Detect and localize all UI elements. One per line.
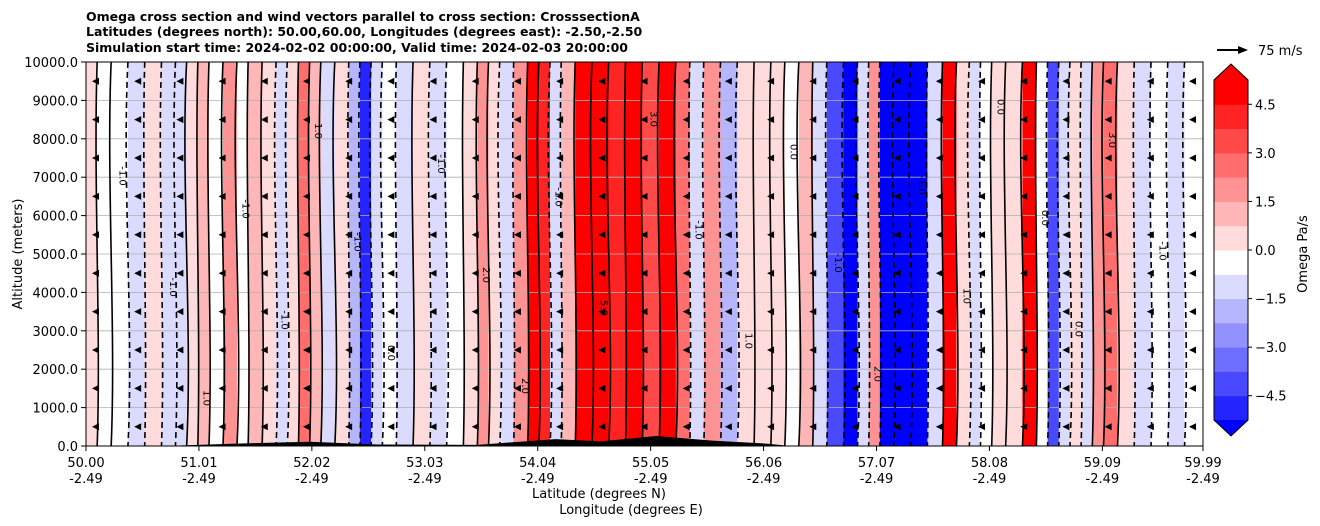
y-tick-label: 4000.0 bbox=[33, 286, 79, 301]
x-tick-label-lon: -2.49 bbox=[634, 472, 668, 487]
x-tick-label-lon: -2.49 bbox=[1086, 472, 1120, 487]
colorbar-tick-label: −1.5 bbox=[1255, 293, 1287, 308]
contour-label: 0.0 bbox=[994, 99, 1005, 115]
colorbar-segment bbox=[1214, 347, 1248, 372]
colorbar-segment bbox=[1214, 104, 1248, 129]
contour-label: -1.0 bbox=[240, 199, 251, 219]
contour-label: -1.0 bbox=[832, 253, 843, 273]
y-tick-label: 5000.0 bbox=[33, 248, 79, 263]
quiver-key: 75 m/s bbox=[1217, 44, 1303, 59]
x-tick-label-lon: -2.49 bbox=[521, 472, 555, 487]
colorbar-segment bbox=[1214, 226, 1248, 251]
contour-label: -1.0 bbox=[351, 232, 362, 252]
x-tick-label-lon: -2.49 bbox=[860, 472, 894, 487]
colorbar-segment bbox=[1214, 201, 1248, 226]
contour-label: 1.0 bbox=[961, 288, 972, 304]
colorbar-segment bbox=[1214, 80, 1248, 105]
contour-label: -1.0 bbox=[916, 175, 927, 195]
colorbar-segment bbox=[1214, 250, 1248, 275]
y-axis: 0.0 1000.0 2000.0 3000.0 4000.0 5000.0 6000.0 7… bbox=[24, 56, 86, 455]
y-axis-label: Altitude (meters) bbox=[11, 199, 26, 310]
x-tick-label-lon: -2.49 bbox=[408, 472, 442, 487]
x-tick-label-lon: -2.49 bbox=[747, 472, 781, 487]
x-tick-label-lat: 59.09 bbox=[1084, 456, 1121, 471]
x-tick-label-lat: 54.04 bbox=[519, 456, 556, 471]
y-tick-label: 7000.0 bbox=[33, 171, 79, 186]
colorbar-extend-bottom bbox=[1214, 420, 1248, 436]
colorbar-segment bbox=[1214, 323, 1248, 348]
quiver-key-arrow-head bbox=[1238, 46, 1248, 54]
x-tick-label-lat: 55.05 bbox=[632, 456, 669, 471]
contour-label: 0.0 bbox=[1073, 321, 1084, 337]
contour-label: 1.0 bbox=[743, 333, 754, 349]
x-tick-label-lon: -2.49 bbox=[182, 472, 216, 487]
colorbar-tick-label: 3.0 bbox=[1255, 147, 1276, 162]
y-tick-label: 2000.0 bbox=[33, 363, 79, 378]
colorbar-segment bbox=[1214, 396, 1248, 421]
colorbar: 4.5 3.0 1.5 0.0 −1.5 −3.0 −4.5 bbox=[1214, 64, 1287, 436]
colorbar-segment bbox=[1214, 153, 1248, 178]
contour-label: 2.0 bbox=[871, 366, 882, 382]
colorbar-label: Omega Pa/s bbox=[1296, 215, 1311, 293]
colorbar-segment bbox=[1214, 274, 1248, 299]
x-tick-label-lat: 50.00 bbox=[67, 456, 104, 471]
colorbar-tick-label: −3.0 bbox=[1255, 341, 1287, 356]
colorbar-segment bbox=[1214, 371, 1248, 396]
x-tick-label-lat: 59.99 bbox=[1184, 456, 1221, 471]
colorbar-tick-label: 4.5 bbox=[1255, 98, 1276, 113]
y-tick-label: 1000.0 bbox=[33, 402, 79, 417]
y-tick-label: 3000.0 bbox=[33, 325, 79, 340]
contour-label: 1.0 bbox=[312, 123, 323, 139]
colorbar-segment bbox=[1214, 177, 1248, 202]
y-tick-label: 9000.0 bbox=[33, 94, 79, 109]
y-tick-label: 8000.0 bbox=[33, 133, 79, 148]
colorbar-tick-label: 1.5 bbox=[1255, 195, 1276, 210]
quiver-key-label: 75 m/s bbox=[1258, 44, 1303, 59]
x-axis-label-longitude: Longitude (degrees E) bbox=[559, 503, 703, 518]
title-line-2: Latitudes (degrees north): 50.00,60.00, … bbox=[86, 24, 643, 39]
contour-label: -1.0 bbox=[692, 220, 703, 240]
contour-label: -1.0 bbox=[279, 310, 290, 330]
x-axis-label-latitude: Latitude (degrees N) bbox=[532, 487, 666, 502]
colorbar-segment bbox=[1214, 129, 1248, 154]
y-tick-label: 10000.0 bbox=[24, 56, 78, 71]
y-tick-label: 6000.0 bbox=[33, 210, 79, 225]
x-tick-label-lat: 56.06 bbox=[745, 456, 782, 471]
x-tick-label-lon: -2.49 bbox=[973, 472, 1007, 487]
colorbar-extend-top bbox=[1214, 64, 1248, 80]
contour-label: 3.0 bbox=[1106, 132, 1117, 148]
contour-label: 1.0 bbox=[200, 390, 211, 406]
x-tick-label-lon: -2.49 bbox=[295, 472, 329, 487]
x-tick-label-lat: 52.02 bbox=[293, 456, 330, 471]
contour-label: 0.0 bbox=[787, 144, 798, 160]
contour-label: 0.0 bbox=[1039, 210, 1050, 226]
x-tick-label-lon: -2.49 bbox=[69, 472, 103, 487]
colorbar-segment bbox=[1214, 299, 1248, 324]
x-tick-label-lon: -2.49 bbox=[1186, 472, 1220, 487]
contour-label: -1.0 bbox=[167, 277, 178, 297]
contour-label: 2.0 bbox=[480, 267, 491, 283]
plot-area: -1.0 -1.0 1.0 -1.0 -1.0 1.0 -1.0 0.0 -1.0 2.0 2.0 -… bbox=[86, 62, 1204, 446]
x-tick-label-lat: 51.01 bbox=[180, 456, 217, 471]
y-tick-label: 0.0 bbox=[57, 440, 78, 455]
contour-label: 3.0 bbox=[648, 111, 659, 127]
contour-label: -1.0 bbox=[117, 166, 128, 186]
title-line-3: Simulation start time: 2024-02-02 00:00:… bbox=[86, 40, 628, 55]
contour-label: -1.0 bbox=[1156, 241, 1167, 261]
colorbar-tick-label: −4.5 bbox=[1255, 390, 1287, 405]
contour-label: -1.0 bbox=[435, 154, 446, 174]
x-tick-label-lat: 57.07 bbox=[858, 456, 895, 471]
x-tick-label-lat: 53.03 bbox=[406, 456, 443, 471]
title-line-1: Omega cross section and wind vectors par… bbox=[86, 9, 640, 24]
x-axis: 50.00-2.4951.01-2.4952.02-2.4953.03-2.49… bbox=[67, 446, 1221, 487]
colorbar-tick-label: 0.0 bbox=[1255, 244, 1276, 259]
x-tick-label-lat: 58.08 bbox=[971, 456, 1008, 471]
chart-title: Omega cross section and wind vectors par… bbox=[86, 9, 643, 55]
